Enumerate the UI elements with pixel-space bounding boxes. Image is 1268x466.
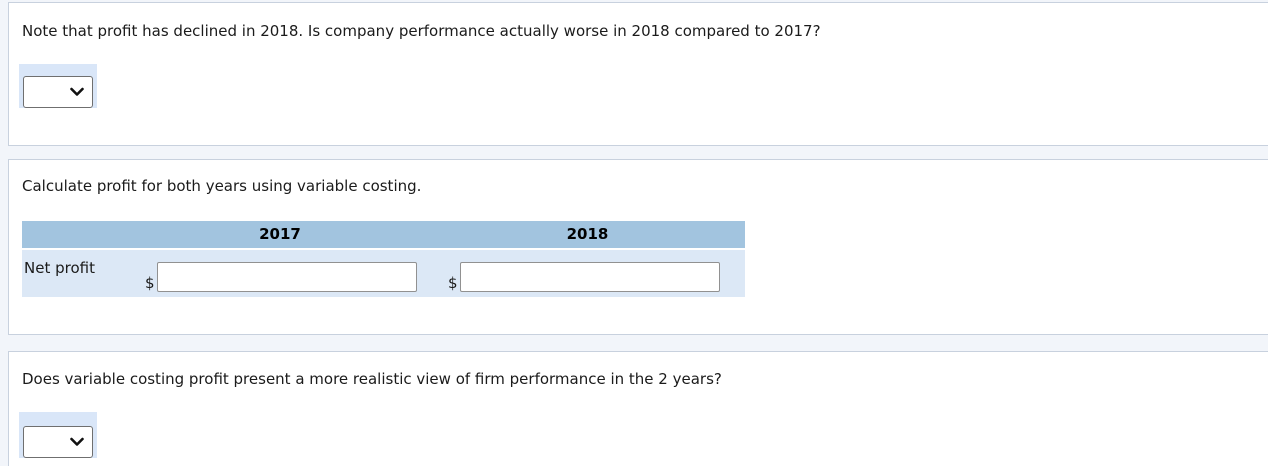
table-row: Net profit $ $	[22, 250, 745, 297]
question-3-dropdown[interactable]	[23, 426, 93, 458]
net-profit-2018-input[interactable]	[459, 262, 720, 292]
question-3-select[interactable]	[23, 426, 93, 458]
net-profit-2017-input[interactable]	[156, 262, 417, 292]
question-3-answer-cell	[19, 412, 97, 458]
net-profit-table: 2017 2018 Net profit $ $	[22, 221, 745, 297]
table-header-2017: 2017	[259, 225, 301, 243]
table-header-spacer	[22, 221, 130, 248]
question-panel-1: Note that profit has declined in 2018. I…	[8, 2, 1268, 146]
calculation-instruction: Calculate profit for both years using va…	[22, 177, 422, 195]
cell-2018: $	[430, 250, 745, 297]
dollar-sign: $	[448, 274, 458, 292]
question-1-answer-cell	[19, 64, 97, 108]
question-3-text: Does variable costing profit present a m…	[22, 370, 722, 388]
question-1-select[interactable]	[23, 76, 93, 108]
calculation-panel: Calculate profit for both years using va…	[8, 159, 1268, 335]
question-1-dropdown[interactable]	[23, 76, 93, 108]
dollar-sign: $	[145, 274, 155, 292]
table-header-2018: 2018	[566, 225, 609, 243]
cell-2017: $	[130, 250, 430, 297]
row-label: Net profit	[24, 259, 95, 277]
table-header-row: 2017 2018	[22, 221, 745, 248]
question-panel-3: Does variable costing profit present a m…	[8, 351, 1268, 466]
question-1-text: Note that profit has declined in 2018. I…	[22, 22, 821, 40]
